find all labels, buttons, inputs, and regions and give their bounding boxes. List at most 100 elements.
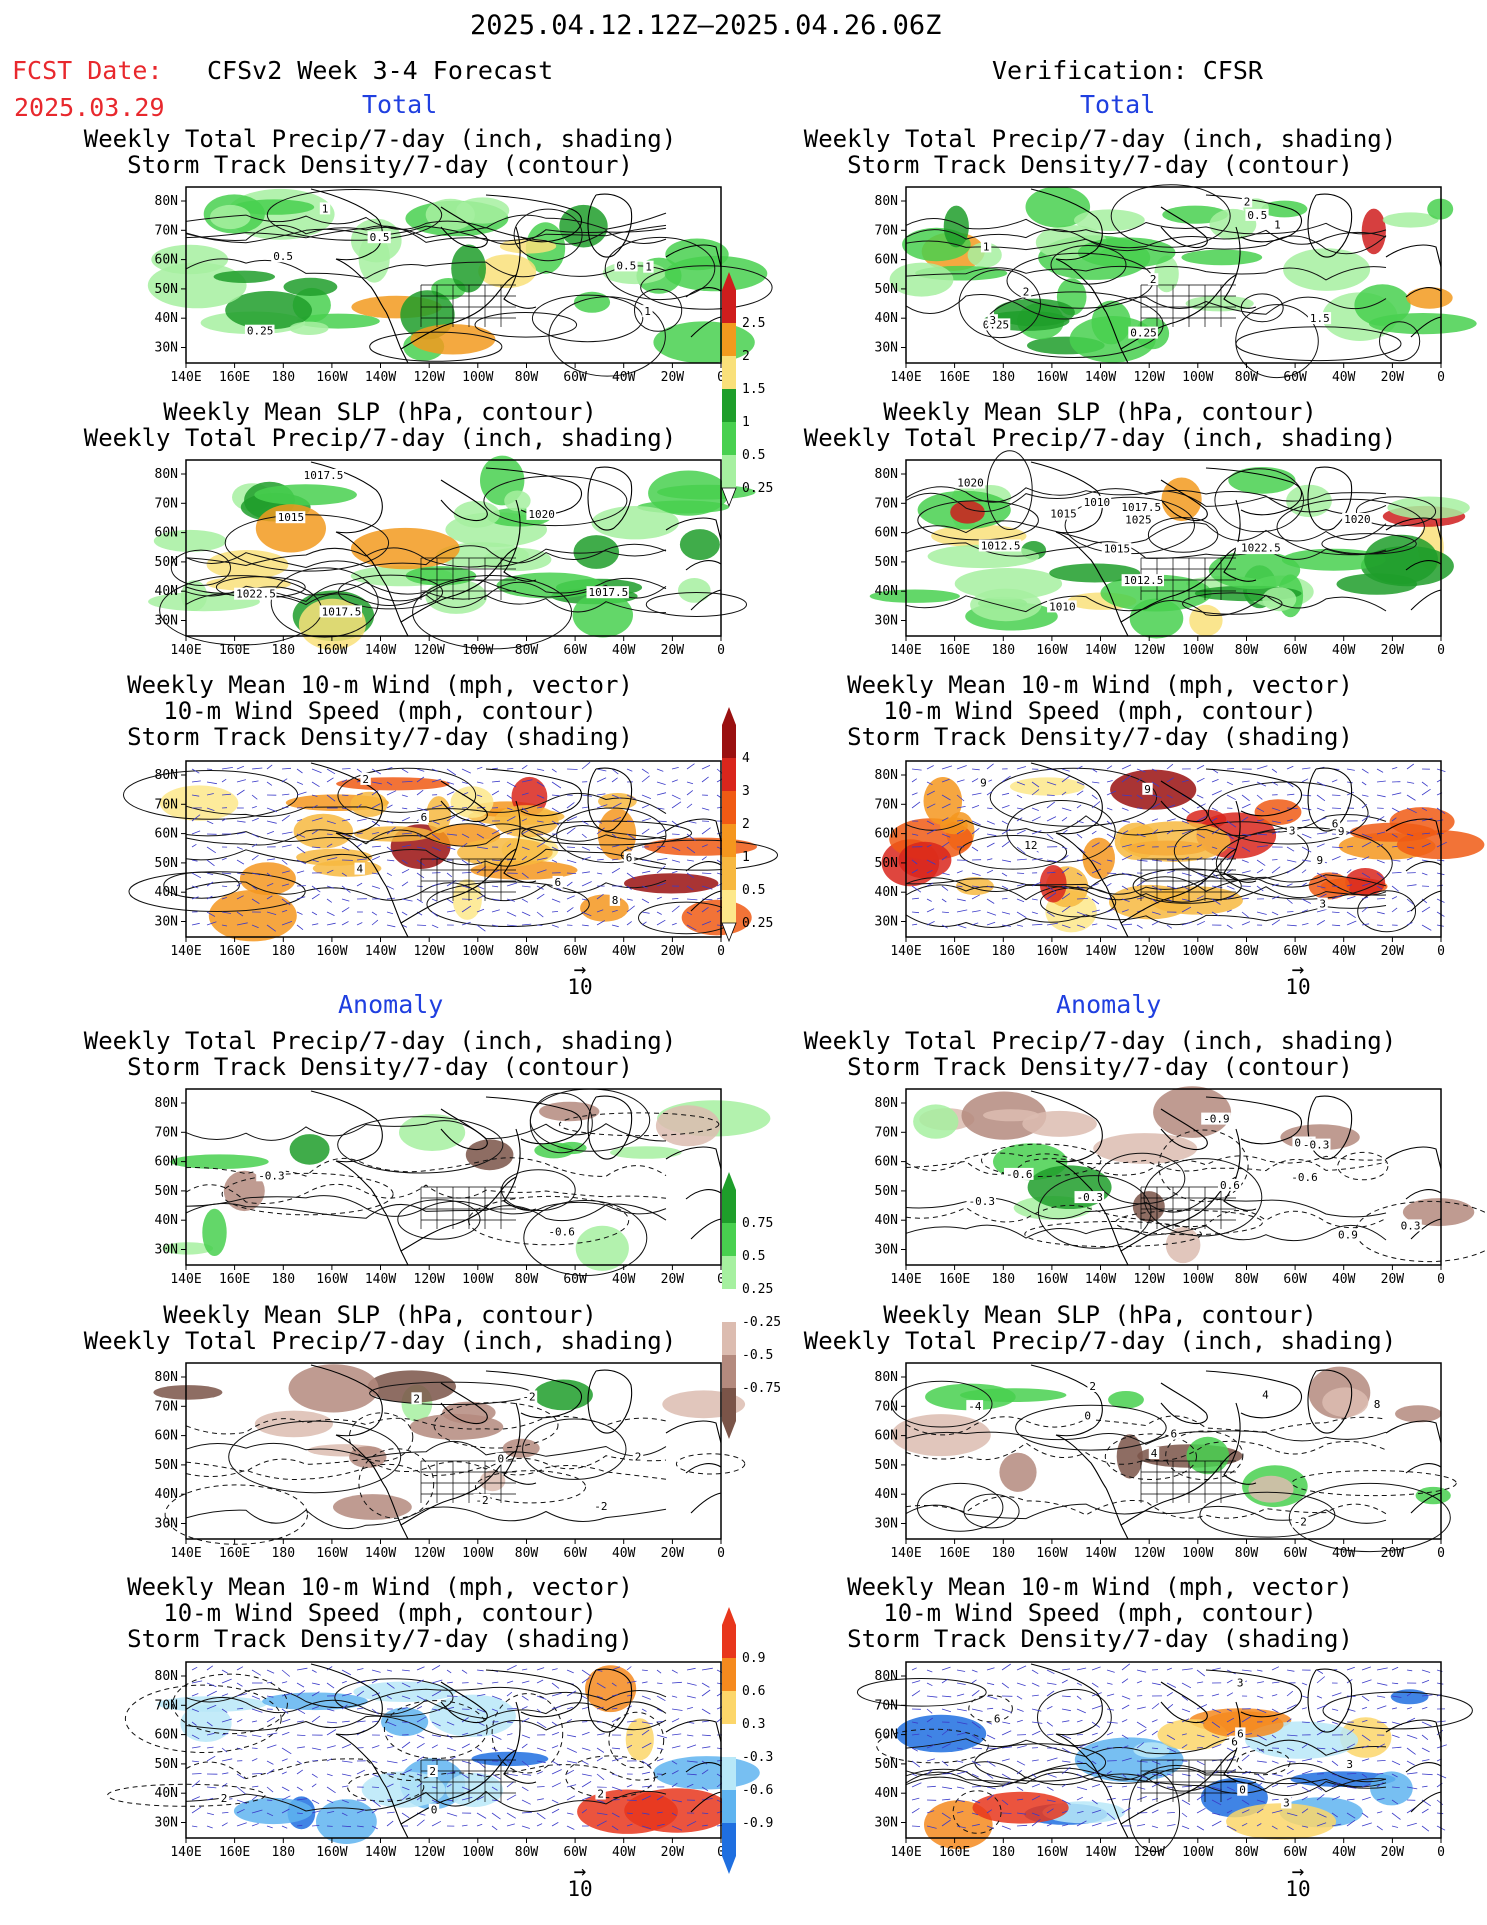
contour-label: 8 [1374,1398,1381,1411]
contour-label: 3 [1283,1797,1290,1810]
lat-tick-label: 70N [155,223,178,238]
lon-tick-label: 160E [939,1272,970,1287]
contour-label: 1010 [1084,496,1111,509]
lon-tick-label: 100W [1182,643,1213,658]
lon-tick-label: 160W [1036,643,1067,658]
lon-tick-label: 160E [939,1546,970,1561]
state-borders [1140,284,1236,327]
lon-tick-label: 140E [890,1272,921,1287]
lat-tick-label: 30N [155,1816,178,1831]
lat-tick-label: 70N [875,223,898,238]
lat-tick-label: 80N [875,1669,898,1684]
lon-tick-label: 140E [170,370,201,385]
fcst-date-label: FCST Date: [12,56,163,85]
contour-label-layer: 2 2 0 2 [218,1765,606,1817]
lon-tick-label: 40W [1332,944,1356,959]
lon-tick-label: 100W [462,1272,493,1287]
right-anomaly-label: Anomaly [1056,990,1162,1019]
lon-tick-label: 140E [890,1845,921,1860]
colorbar-swatch [722,1355,736,1388]
contour-label: -0.3 [1077,1191,1104,1204]
colorbar-label: -0.9 [742,1816,773,1831]
panel-title: Weekly Mean 10-m Wind (mph, vector) 10-m … [127,1573,633,1653]
colorbar-precip: 2.5 2 1.5 1 0.5 0.25 [718,270,798,508]
contour-label: -0.6 [548,1226,575,1239]
lon-tick-label: 180 [272,1272,295,1287]
lon-tick-label: 0 [1437,1845,1445,1860]
lon-tick-label: 0 [717,370,725,385]
vector-reference: → 10 [1278,1861,1318,1900]
panel-title: Weekly Total Precip/7-day (inch, shading… [803,125,1397,179]
panel-title: Weekly Mean 10-m Wind (mph, vector) 10-m … [847,671,1353,751]
colorbar-label: 1 [742,415,750,430]
lon-tick-label: 160W [1036,1845,1067,1860]
lon-tick-label: 120W [1134,944,1165,959]
contour-label: 1022.5 [1241,542,1281,555]
map-panel-verif-wind-storm-anom: 3 3 3 0 6 6 6 80N 70N 60N 50N 40N 30N 140E 160E 180 160W… [846,1661,1487,1878]
lon-tick-label: 80W [1235,643,1259,658]
contour-layer [164,1381,746,1545]
lon-tick-label: 100W [1182,370,1213,385]
lon-tick-label: 80W [1235,1546,1259,1561]
lat-tick-label: 70N [155,1125,178,1140]
lon-tick-label: 140E [890,370,921,385]
arrow-right-icon: → [573,1859,587,1883]
colorbar-swatch [722,1658,736,1691]
lon-tick-label: 140E [170,1546,201,1561]
lat-tick-label: 40N [155,1487,178,1502]
lon-tick-label: 20W [661,643,685,658]
lat-tick-label: 40N [875,1786,898,1801]
lat-tick-label: 30N [155,1243,178,1258]
contour-label: 6 [994,1713,1001,1726]
lon-tick-label: 40W [1332,1272,1356,1287]
contour-label: -2 [475,1494,488,1507]
lat-tick-label: 40N [875,885,898,900]
contour-label-layer: -2 2 0 -2 2 -2 [411,1390,644,1513]
lon-tick-label: 0 [1437,643,1445,658]
contour-label: 6 [421,811,428,824]
contour-label: 2 [1150,273,1157,286]
lon-tick-label: 160E [219,1272,250,1287]
contour-label: 2 [597,1788,604,1801]
forecast-title: CFSv2 Week 3-4 Forecast [207,56,554,85]
right-total-label: Total [1080,90,1156,119]
contour-label: 1017.5 [589,586,629,599]
contour-label: 4 [357,863,364,876]
map-panel-forecast-precip-storm: 0.5 1 1 0.5 0.25 0.5 1 80N 70N 60N 50N 40N 30N 140E 16… [126,186,781,403]
contour-label: 1 [644,305,651,318]
lon-tick-label: 0 [717,1546,725,1561]
lat-tick-label: 80N [875,768,898,783]
contour-label: 1020 [528,508,555,521]
lon-tick-label: 20W [1381,1845,1405,1860]
lat-tick-label: 60N [875,1155,898,1170]
lon-tick-label: 80W [515,1272,539,1287]
lon-tick-label: 100W [462,370,493,385]
colorbar-swatch [722,1823,736,1856]
shading-layer [157,1665,760,1844]
state-borders [420,858,516,901]
lat-tick-label: 50N [155,1458,178,1473]
lat-tick-label: 70N [875,1698,898,1713]
contour-label: -4 [968,1400,982,1413]
state-borders [420,557,516,600]
lat-tick-label: 30N [875,1517,898,1532]
lon-tick-label: 140W [1085,1845,1116,1860]
colorbar-label: 0.25 [742,916,773,931]
contour-label: 3 [1346,1758,1353,1771]
lat-tick-label: 50N [155,856,178,871]
contour-label: 1017.5 [322,605,362,618]
lat-tick-label: 60N [155,827,178,842]
lon-tick-label: 40W [612,370,636,385]
lon-tick-label: 20W [661,370,685,385]
colorbar-swatch [722,323,736,356]
contour-layer [890,1380,1457,1553]
lon-tick-label: 160E [219,1546,250,1561]
fcst-date-value: 2025.03.29 [14,93,165,122]
lon-tick-label: 80W [515,1845,539,1860]
contour-label-layer: -0.3-0.60.90.60.3-0.6-0.90.9-0.3-0.3 [966,1112,1422,1241]
lon-tick-label: 180 [272,944,295,959]
colorbar-swatch [722,455,736,488]
colorbar-label: -0.25 [742,1315,781,1330]
colorbar-swatch [722,290,736,323]
